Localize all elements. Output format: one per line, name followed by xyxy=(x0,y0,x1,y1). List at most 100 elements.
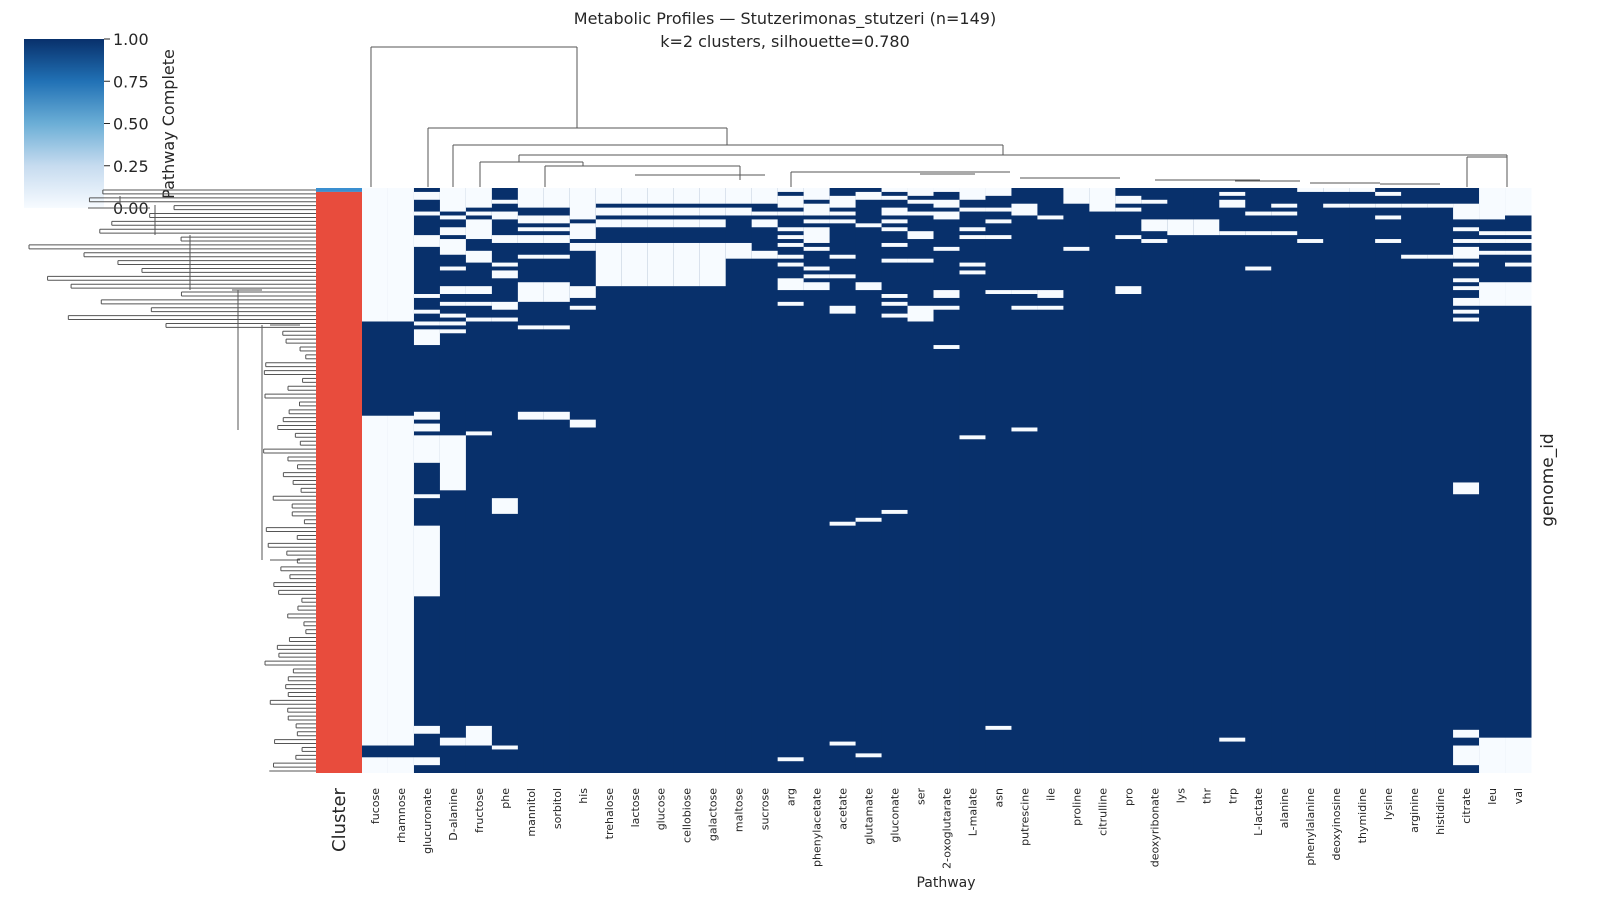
heatmap-column-alanine xyxy=(1271,188,1298,773)
heatmap-cell-zero xyxy=(621,242,649,287)
heatmap-cell-zero xyxy=(439,435,467,491)
heatmap-column-deoxyribonate xyxy=(1141,188,1168,773)
heatmap-cell-zero xyxy=(1505,262,1532,267)
heatmap-cell-zero xyxy=(413,235,441,247)
heatmap-column-gluconate xyxy=(881,188,909,773)
heatmap-column-proline xyxy=(1063,188,1090,773)
heatmap-cell-zero xyxy=(413,321,441,326)
heatmap-cell-zero xyxy=(1115,207,1142,212)
heatmap-cell-zero xyxy=(907,211,935,216)
heatmap-cell-zero xyxy=(491,199,519,204)
heatmap-cell-zero xyxy=(881,195,909,200)
x-tick-label: thr xyxy=(1200,788,1213,804)
heatmap-cell-zero xyxy=(673,207,701,216)
heatmap-cell-zero xyxy=(1037,305,1064,310)
heatmap-cell-zero xyxy=(803,227,831,243)
heatmap-cell-zero xyxy=(777,242,805,247)
heatmap-cell-zero xyxy=(803,203,831,216)
heatmap-cell-zero xyxy=(777,188,805,192)
heatmap-cell-zero xyxy=(751,219,779,228)
heatmap-cell-zero xyxy=(439,321,467,326)
heatmap-cell-zero xyxy=(725,242,753,259)
heatmap-cell-zero xyxy=(465,317,493,322)
heatmap-cell-zero xyxy=(1141,239,1168,243)
heatmap-cell-zero xyxy=(725,188,753,204)
heatmap-cell-zero xyxy=(413,725,441,734)
heatmap-cell-zero xyxy=(387,188,415,322)
heatmap-cell-zero xyxy=(595,188,623,204)
heatmap-cell-zero xyxy=(829,305,857,314)
heatmap-cell-zero xyxy=(439,266,467,271)
heatmap-cell-zero xyxy=(621,188,649,204)
column-dendrogram xyxy=(370,46,1508,187)
heatmap-cell-zero xyxy=(413,494,441,499)
heatmap-cell-zero xyxy=(413,294,441,298)
heatmap-cell-zero xyxy=(439,737,467,746)
heatmap-cell-zero xyxy=(985,290,1012,295)
heatmap-cell-zero xyxy=(1375,203,1402,208)
heatmap-cell-zero xyxy=(569,242,597,251)
heatmap-cell-zero xyxy=(751,250,779,259)
heatmap-cell-zero xyxy=(491,498,519,514)
heatmap-cell-zero xyxy=(855,282,883,291)
heatmap-column-arginine xyxy=(1401,188,1428,773)
heatmap-cell-zero xyxy=(413,757,441,766)
heatmap-column-lysine xyxy=(1375,188,1402,773)
x-tick-label: ser xyxy=(915,788,928,805)
heatmap-cell-zero xyxy=(1245,266,1272,271)
heatmap-cell-zero xyxy=(803,282,831,291)
heatmap-cell-zero xyxy=(933,211,960,220)
heatmap-cell-zero xyxy=(959,235,986,240)
heatmap-cell-zero xyxy=(829,254,857,259)
heatmap-cell-zero xyxy=(439,239,467,255)
heatmap-cell-zero xyxy=(491,301,519,310)
heatmap-cell-zero xyxy=(1505,737,1532,773)
heatmap-cell-zero xyxy=(777,757,805,762)
heatmap-cell-zero xyxy=(985,188,1012,196)
chart-title: Metabolic Profiles — Stutzerimonas_stutz… xyxy=(574,9,996,29)
heatmap-column-arg xyxy=(777,188,805,773)
heatmap-cell-zero xyxy=(1297,239,1324,243)
heatmap-cell-zero xyxy=(933,188,960,192)
heatmap-cell-zero xyxy=(1141,219,1168,232)
heatmap-cell-zero xyxy=(1089,188,1116,212)
heatmap-cell-zero xyxy=(803,188,831,200)
heatmap-column-val xyxy=(1505,188,1532,773)
x-tick-label: phe xyxy=(499,788,512,809)
heatmap-cell-zero xyxy=(439,215,467,220)
heatmap-cell-zero xyxy=(673,188,701,204)
x-tick-label: histidine xyxy=(1434,788,1447,835)
heatmap-cell-zero xyxy=(1323,188,1350,192)
heatmap-cell-zero xyxy=(1011,290,1038,295)
heatmap-cell-zero xyxy=(959,227,986,232)
heatmap-cell-zero xyxy=(1063,188,1090,204)
heatmap-cell-zero xyxy=(465,286,493,295)
heatmap-cell-zero xyxy=(543,254,571,259)
heatmap-cell-zero xyxy=(855,191,883,200)
heatmap-column-sucrose xyxy=(751,188,779,773)
heatmap-cell-zero xyxy=(699,188,727,204)
heatmap-cell-zero xyxy=(829,741,857,746)
colorbar-tick-label: 1.00 xyxy=(113,30,149,49)
x-tick-label: phenylalanine xyxy=(1304,788,1317,866)
heatmap-cell-zero xyxy=(647,188,675,204)
heatmap-cell-zero xyxy=(725,207,753,216)
heatmap-cell-zero xyxy=(465,431,493,436)
x-tick-label: trehalose xyxy=(603,788,616,840)
heatmap-cell-zero xyxy=(543,282,571,302)
heatmap-cell-zero xyxy=(933,290,960,298)
heatmap-column-thr xyxy=(1193,188,1220,773)
heatmap-cell-zero xyxy=(1037,215,1064,220)
heatmap-cell-zero xyxy=(1453,262,1480,267)
heatmap-cell-zero xyxy=(1245,211,1272,216)
heatmap-cell-zero xyxy=(413,191,441,200)
x-tick-label: glucose xyxy=(655,788,668,831)
heatmap-cell-zero xyxy=(829,521,857,526)
heatmap-cell-zero xyxy=(1453,286,1480,291)
heatmap-cell-zero xyxy=(465,188,493,208)
cluster-label: Cluster xyxy=(329,787,350,851)
heatmap-column-ser xyxy=(907,188,935,773)
heatmap-cell-zero xyxy=(699,219,727,228)
heatmap-cell-zero xyxy=(569,188,597,220)
heatmap-cell-zero xyxy=(491,270,519,279)
